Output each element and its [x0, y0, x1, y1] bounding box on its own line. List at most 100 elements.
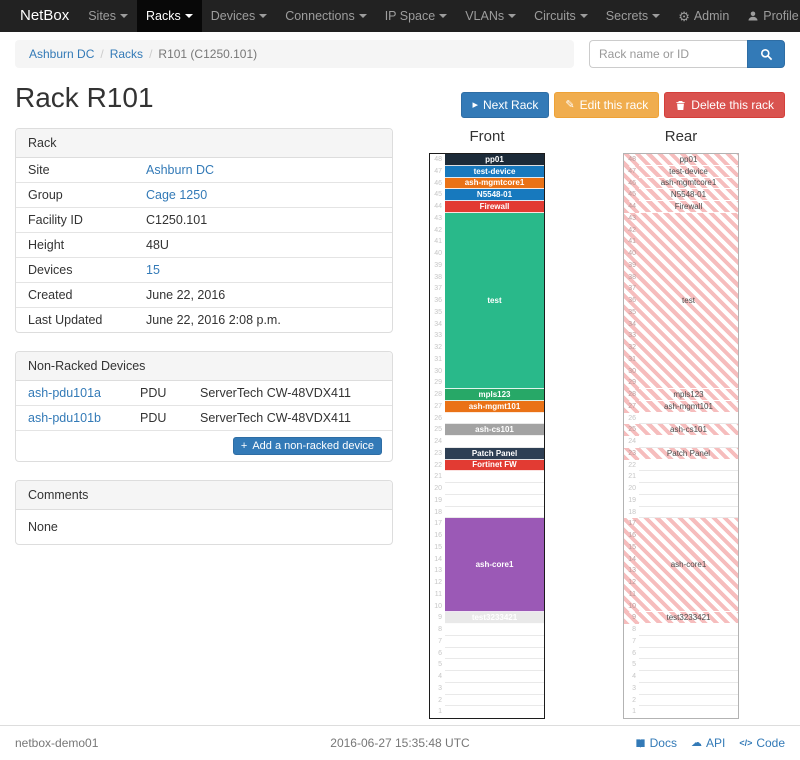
rack-info-row: Devices 15 — [16, 257, 392, 283]
unit-number: 17 — [434, 520, 442, 528]
device-patch-panel-rear[interactable]: Patch Panel — [639, 448, 738, 460]
unit-number: 3 — [438, 684, 442, 692]
device-test3233421-rear[interactable]: test3233421 — [639, 612, 738, 624]
device-ash-core1-front[interactable]: ash-core1 — [445, 518, 544, 613]
brand[interactable]: NetBox — [20, 7, 70, 24]
device-test-rear[interactable]: test — [639, 213, 738, 389]
rack-row-front-n5548-01: 45 N5548-01 — [430, 189, 544, 201]
nav-item-racks[interactable]: Racks — [137, 0, 202, 32]
device-firewall-rear[interactable]: Firewall — [639, 201, 738, 213]
device-n5548-01-rear[interactable]: N5548-01 — [639, 189, 738, 201]
footer-link-docs[interactable]: Docs — [635, 736, 677, 750]
nav-item-ip-space[interactable]: IP Space — [376, 0, 457, 32]
add-nonracked-device-button[interactable]: + Add a non-racked device — [232, 437, 382, 455]
unit-numbers: 20 — [430, 483, 445, 495]
empty-unit-u19 — [639, 494, 738, 507]
device-link-ash-pdu101a[interactable]: ash-pdu101a — [28, 386, 101, 400]
unit-number: 31 — [628, 355, 636, 363]
empty-unit-u18 — [639, 506, 738, 519]
attribute-value-link[interactable]: Cage 1250 — [146, 188, 208, 202]
next-rack-label: Next Rack — [483, 98, 539, 112]
device-test3233421-front[interactable]: test3233421 — [445, 612, 544, 624]
device-ash-mgmtcore1-rear[interactable]: ash-mgmtcore1 — [639, 178, 738, 190]
unit-numbers: 5 — [430, 659, 445, 671]
unit-number: 31 — [434, 355, 442, 363]
unit-number: 5 — [632, 661, 636, 669]
unit-number: 41 — [628, 238, 636, 246]
unit-number: 23 — [628, 449, 636, 457]
breadcrumb-item[interactable]: Racks — [109, 47, 144, 61]
rack-info-row: Height 48U — [16, 232, 392, 258]
unit-number: 34 — [434, 320, 442, 328]
search-button[interactable] — [747, 40, 785, 68]
rack-row-rear-u3: 3 — [624, 682, 738, 695]
book-icon — [635, 738, 646, 749]
delete-rack-button[interactable]: Delete this rack — [664, 92, 785, 118]
footer-link-code[interactable]: </> Code — [739, 736, 785, 750]
device-test-device-rear[interactable]: test-device — [639, 166, 738, 178]
device-test-front[interactable]: test — [445, 212, 544, 389]
rear-elevation-wrapper: Rear 48 pp01 47 test-device 46 ash-mgmtcore1 4… — [623, 128, 739, 719]
rack-row-front-u3: 3 — [430, 682, 544, 695]
nav-item-devices[interactable]: Devices — [202, 0, 276, 32]
footer-link-api[interactable]: ☁ API — [691, 736, 725, 750]
search-input[interactable] — [589, 40, 747, 68]
nav-item-label: IP Space — [384, 9, 436, 23]
nav-item-sites[interactable]: Sites — [79, 0, 137, 32]
device-link-ash-pdu101b[interactable]: ash-pdu101b — [28, 411, 101, 425]
breadcrumb: Ashburn DC / Racks / R101 (C1250.101) — [15, 40, 574, 68]
device-n5548-01-front[interactable]: N5548-01 — [445, 189, 544, 201]
unit-number: 42 — [628, 226, 636, 234]
rack-row-front-u8: 8 — [430, 624, 544, 636]
rack-info-row: Facility ID C1250.101 — [16, 207, 392, 233]
nav-item-circuits[interactable]: Circuits — [525, 0, 597, 32]
breadcrumb-item[interactable]: Ashburn DC — [29, 47, 95, 61]
unit-numbers: 26 — [624, 413, 639, 425]
edit-rack-button[interactable]: ✎ Edit this rack — [554, 92, 660, 118]
device-pp01-rear[interactable]: pp01 — [639, 154, 738, 166]
unit-number: 41 — [434, 238, 442, 246]
footer-links: Docs ☁ API </> Code — [528, 736, 785, 750]
device-pp01-front[interactable]: pp01 — [445, 154, 544, 166]
user-icon — [747, 10, 759, 22]
empty-unit-u24 — [639, 436, 738, 448]
nav-item-vlans[interactable]: VLANs — [456, 0, 525, 32]
device-ash-cs101-front[interactable]: ash-cs101 — [445, 424, 544, 436]
unit-number: 11 — [434, 590, 442, 598]
unit-numbers: 48 — [430, 154, 445, 166]
device-ash-mgmt101-front[interactable]: ash-mgmt101 — [445, 400, 544, 413]
attribute-value: Cage 1250 — [134, 182, 392, 208]
device-ash-core1-rear[interactable]: ash-core1 — [639, 518, 738, 613]
device-ash-mgmt101-rear[interactable]: ash-mgmt101 — [639, 401, 738, 413]
nav-item-secrets[interactable]: Secrets — [597, 0, 669, 32]
rack-row-front-mpls123: 28 mpls123 — [430, 389, 544, 401]
action-buttons: ▸ Next Rack ✎ Edit this rack Delete this… — [461, 92, 785, 118]
nav-item-connections[interactable]: Connections — [276, 0, 376, 32]
caret-down-icon — [184, 14, 193, 18]
attribute-value-link[interactable]: Ashburn DC — [146, 163, 215, 177]
rack-panel: Rack Site Ashburn DC Group Cage 1250 Facilit… — [15, 128, 393, 333]
device-mpls123-rear[interactable]: mpls123 — [639, 389, 738, 401]
profile-link[interactable]: Profile — [738, 0, 800, 32]
rack-row-rear-ash-core1: 17 16 15 14 13 12 11 10 ash-core1 — [624, 518, 738, 613]
empty-unit-u8 — [639, 624, 738, 636]
device-fortinet-fw-front[interactable]: Fortinet FW — [445, 459, 544, 472]
nav-item-label: Racks — [146, 9, 181, 23]
rack-row-front-ash-core1: 17 16 15 14 13 12 11 10 ash-core1 — [430, 518, 544, 613]
device-mpls123-front[interactable]: mpls123 — [445, 389, 544, 401]
device-patch-panel-front[interactable]: Patch Panel — [445, 447, 544, 460]
next-rack-button[interactable]: ▸ Next Rack — [461, 92, 550, 118]
device-test-device-front[interactable]: test-device — [445, 165, 544, 178]
rack-row-rear-u2: 2 — [624, 694, 738, 707]
unit-number: 39 — [628, 261, 636, 269]
empty-unit-u20 — [445, 483, 544, 495]
unit-numbers: 23 — [430, 448, 445, 460]
device-ash-mgmtcore1-front[interactable]: ash-mgmtcore1 — [445, 177, 544, 190]
unit-number: 26 — [434, 414, 442, 422]
rack-row-front-u19: 19 — [430, 494, 544, 507]
attribute-value-link[interactable]: 15 — [146, 263, 160, 277]
admin-link[interactable]: ⚙ Admin — [669, 0, 738, 32]
device-ash-cs101-rear[interactable]: ash-cs101 — [639, 424, 738, 436]
unit-number: 18 — [434, 508, 442, 516]
device-firewall-front[interactable]: Firewall — [445, 201, 544, 213]
